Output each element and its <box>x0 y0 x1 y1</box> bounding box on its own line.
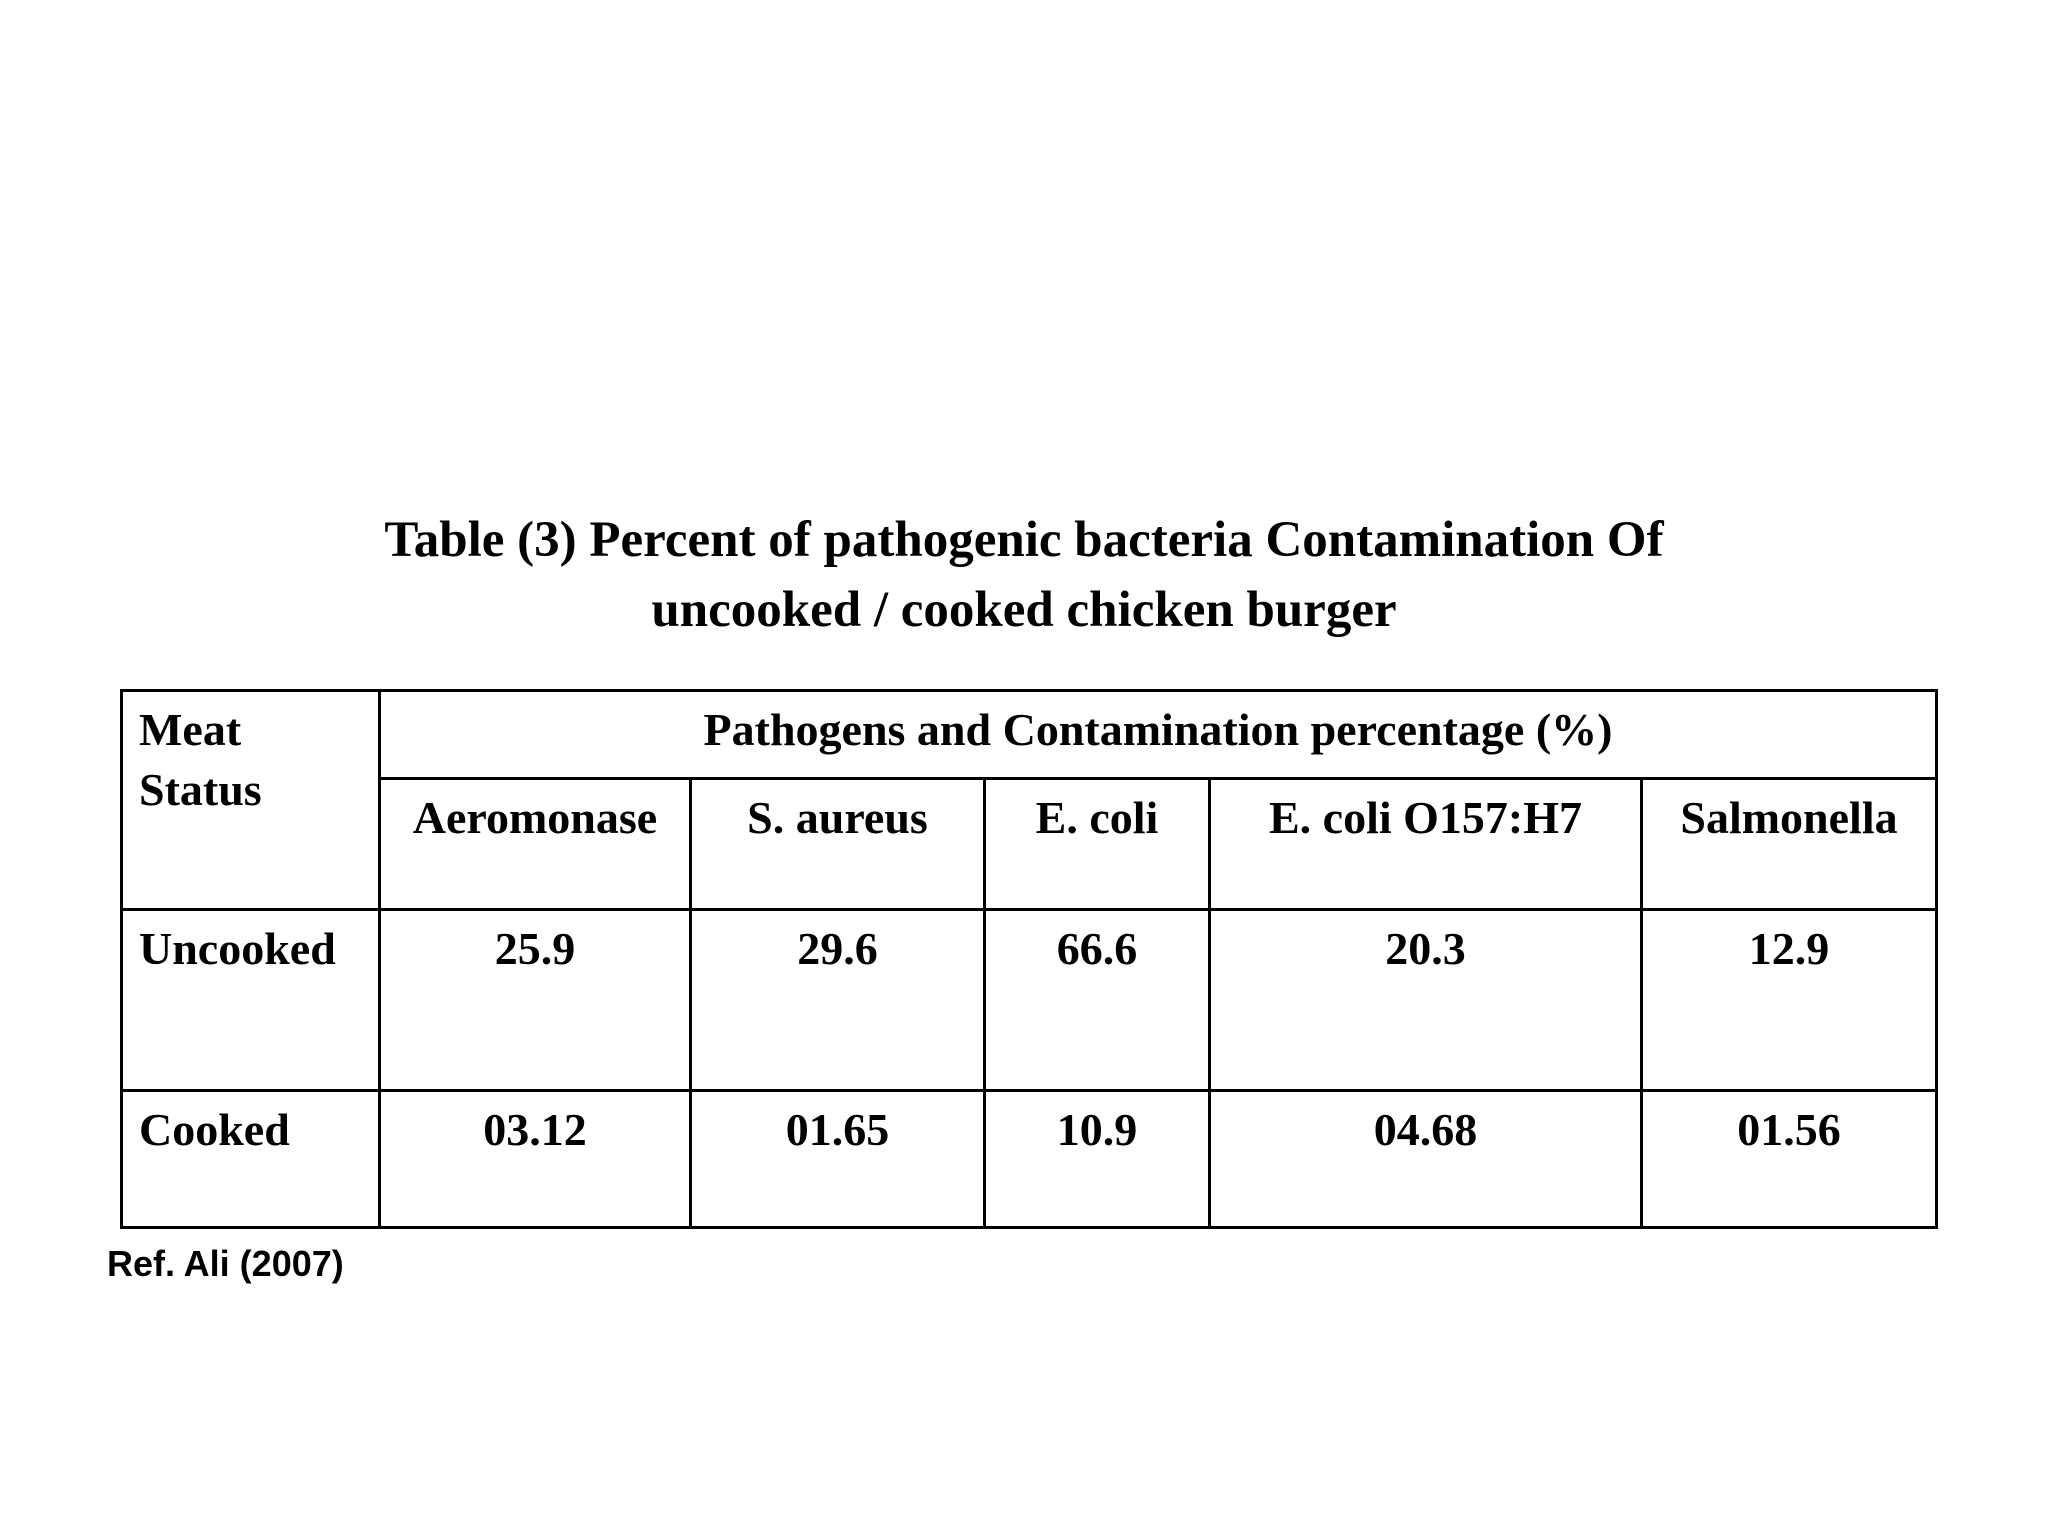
cell-cooked-e-coli: 10.9 <box>983 1089 1211 1229</box>
column-header-s-aureus: S. aureus <box>689 777 986 911</box>
cell-cooked-s-aureus: 01.65 <box>689 1089 986 1229</box>
row-label-cooked: Cooked <box>120 1089 381 1229</box>
table-title-line-1: Table (3) Percent of pathogenic bacteria… <box>384 512 1664 568</box>
column-header-e-coli: E. coli <box>983 777 1211 911</box>
header-row-columns: Aeromonase S. aureus E. coli E. coli O15… <box>122 777 1939 911</box>
column-header-aeromonase: Aeromonase <box>378 777 692 911</box>
row-label-uncooked: Uncooked <box>120 908 381 1092</box>
cell-uncooked-aeromonase: 25.9 <box>378 908 692 1092</box>
cell-uncooked-e-coli-o157: 20.3 <box>1208 908 1643 1092</box>
table-title: Table (3) Percent of pathogenic bacteria… <box>0 505 2048 645</box>
column-header-e-coli-o157: E. coli O157:H7 <box>1208 777 1643 911</box>
cell-uncooked-e-coli: 66.6 <box>983 908 1211 1092</box>
pathogens-group-header: Pathogens and Contamination percentage (… <box>377 689 1939 780</box>
cell-uncooked-s-aureus: 29.6 <box>689 908 986 1092</box>
cell-uncooked-salmonella: 12.9 <box>1639 908 1939 1092</box>
table-row-uncooked: Uncooked 25.9 29.6 66.6 20.3 12.9 <box>120 908 1939 1092</box>
table-row-cooked: Cooked 03.12 01.65 10.9 04.68 01.56 <box>120 1089 1939 1229</box>
reference-note: Ref. Ali (2007) <box>107 1243 344 1284</box>
column-header-salmonella: Salmonella <box>1639 777 1939 911</box>
cell-cooked-aeromonase: 03.12 <box>378 1089 692 1229</box>
table-title-line-2: uncooked / cooked chicken burger <box>651 582 1397 638</box>
meat-status-header: Meat Status <box>120 689 381 911</box>
header-row-group: Meat Status Pathogens and Contamination … <box>120 689 1939 911</box>
cell-cooked-e-coli-o157: 04.68 <box>1208 1089 1643 1229</box>
contamination-table: Meat Status Pathogens and Contamination … <box>120 689 1939 1229</box>
cell-cooked-salmonella: 01.56 <box>1639 1089 1939 1229</box>
